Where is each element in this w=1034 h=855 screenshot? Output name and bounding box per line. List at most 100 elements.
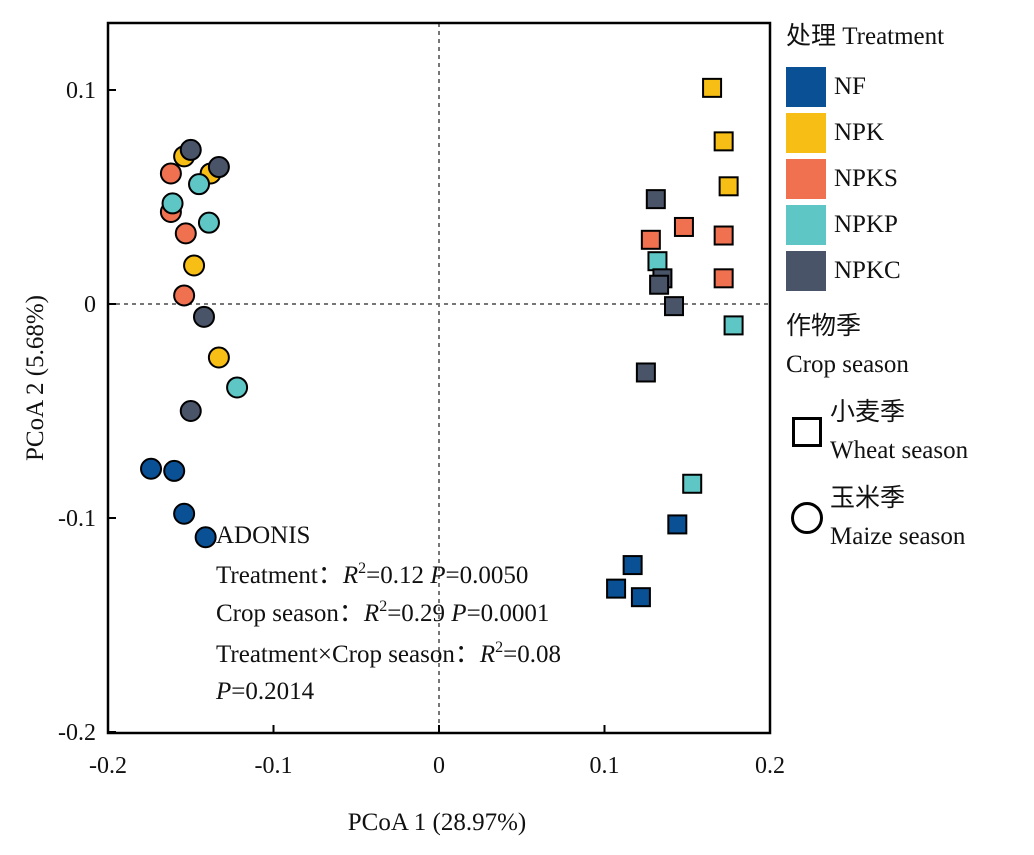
legend-item-npkp: NPKP [786,202,1026,248]
y-axis-title: PCoA 2 (5.68%) [22,295,49,461]
season-title-cn: 作物季 [786,313,862,340]
legend-item-label: NPKP [834,211,898,238]
maize-point [179,138,202,161]
season-legend-title: 作物季 Crop season [786,308,1026,384]
p-symbol: P [429,562,445,589]
wheat-point [718,176,739,197]
wheat-point [640,229,661,250]
maize-point [188,173,211,196]
legend-item-maize: 玉米季 Maize season [786,480,1026,556]
legend-swatch [786,113,826,153]
square-marker-icon [792,417,822,447]
wheat-point [622,555,643,576]
x-tick-label: 0.1 [590,753,620,779]
maize-point [179,400,202,422]
legend-item-label: NPKS [834,165,898,192]
maize-point [174,222,197,245]
y-tick-label: 0.1 [66,78,96,104]
legend-item-npk: NPK [786,110,1026,156]
maize-point [194,526,217,549]
wheat-label-en: Wheat season [830,437,969,464]
data-points [140,77,744,608]
wheat-point [630,587,651,608]
y-tick-label: 0 [84,292,96,318]
legend-swatch [786,67,826,107]
legend-item-label: NPK [834,119,885,146]
p-value: =0.0001 [467,600,550,627]
x-tick-label: -0.2 [89,753,127,779]
adonis-crop-season: Crop season：R2=0.29 P=0.0001 [216,598,549,627]
adonis-interaction-p: P=0.2014 [215,678,315,705]
maize-point [207,346,230,369]
maize-point [226,376,249,399]
legend-item-nf: NF [786,64,1026,110]
legend-item-label: NPKC [834,257,901,284]
r2-superscript: 2 [379,598,387,615]
x-tick-label: 0.2 [755,753,785,779]
wheat-point [682,473,703,494]
maize-point [140,457,163,480]
wheat-point [635,362,656,383]
legend-item-label: NF [834,73,866,100]
maize-point [173,502,196,525]
wheat-point [667,514,688,535]
adonis-interaction-label: Treatment×Crop season： [216,641,480,668]
wheat-point [649,274,670,295]
r2-value: =0.12 [366,562,424,589]
wheat-point [702,77,723,98]
adonis-heading: ADONIS [216,522,310,549]
legend: 处理 Treatment NF NPK NPKS NPKP NPKC 作物季 C… [786,20,1026,556]
season-title-en: Crop season [786,351,909,378]
wheat-point [713,225,734,246]
legend-item-wheat: 小麦季 Wheat season [786,394,1026,470]
maize-point [183,254,206,277]
maize-label-en: Maize season [830,523,966,550]
x-axis-title: PCoA 1 (28.97%) [348,809,526,836]
wheat-point [645,189,666,210]
x-tick-label: -0.1 [255,753,293,779]
adonis-interaction: Treatment×Crop season：R2=0.08 [216,639,561,668]
maize-point [197,211,220,234]
wheat-point [723,315,744,336]
legend-item-npkc: NPKC [786,248,1026,294]
adonis-treatment-label: Treatment： [216,562,343,589]
adonis-season-label: Crop season： [216,600,364,627]
wheat-label-cn: 小麦季 [830,399,906,426]
wheat-point [673,216,694,237]
maize-point [192,305,215,328]
y-tick-label: -0.2 [58,720,96,746]
legend-item-npks: NPKS [786,156,1026,202]
treatment-legend-list: NF NPK NPKS NPKP NPKC [786,64,1026,294]
maize-point [173,284,196,307]
p-value: =0.2014 [231,678,314,705]
maize-point [159,162,182,185]
wheat-point [606,578,627,599]
legend-title: 处理 Treatment [786,23,945,50]
maize-label-cn: 玉米季 [830,485,906,512]
r2-symbol: R [479,641,495,668]
r2-value: =0.29 [387,600,445,627]
r2-value: =0.08 [503,641,561,668]
x-tick-label: 0 [433,753,445,779]
p-symbol: P [450,600,466,627]
circle-marker-icon [791,502,823,534]
y-tick-label: -0.1 [58,506,96,532]
legend-swatch [786,159,826,199]
wheat-point [664,296,685,317]
wheat-point [647,251,668,272]
p-value: =0.0050 [446,562,529,589]
p-symbol: P [215,678,231,705]
adonis-treatment: Treatment：R2=0.12 P=0.0050 [216,560,528,589]
maize-point [163,459,186,482]
maize-point [161,192,184,215]
reference-lines [108,23,770,733]
wheat-point [713,268,734,289]
wheat-point [713,131,734,152]
legend-swatch [786,251,826,291]
r2-superscript: 2 [495,639,503,656]
axis-ticks: -0.2 -0.1 0 0.1 0.2 -0.2 -0.1 0 0.1 [58,78,785,779]
maize-point [207,156,230,179]
r2-superscript: 2 [358,560,366,577]
r2-symbol: R [363,600,379,627]
legend-swatch [786,205,826,245]
